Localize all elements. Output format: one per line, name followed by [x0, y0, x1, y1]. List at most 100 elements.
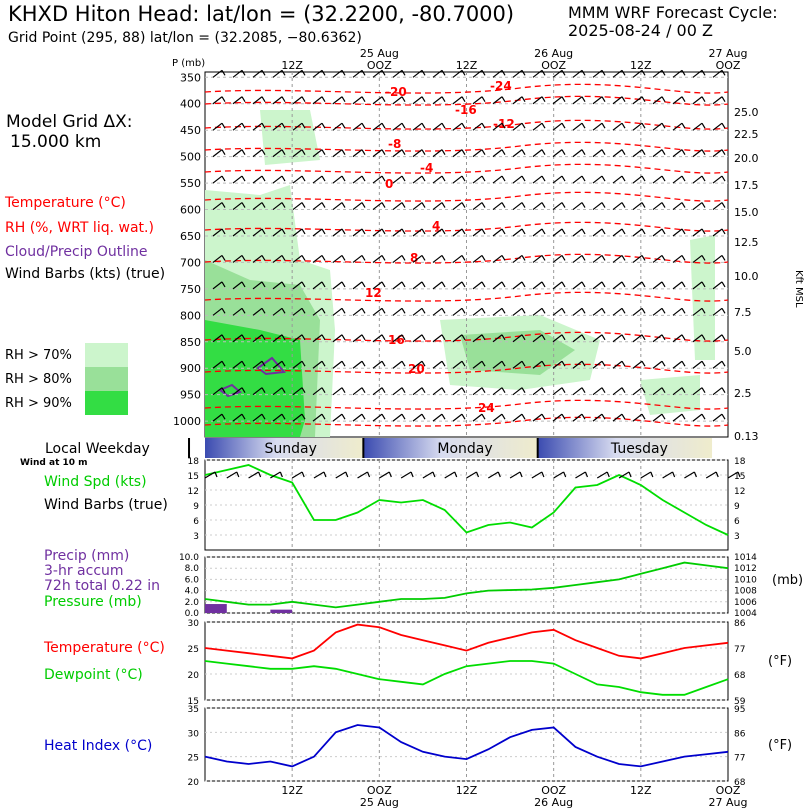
wind-barb: [532, 122, 546, 131]
precip-ytick-left: 4.0: [185, 587, 200, 597]
surface-wind-barb: [400, 471, 414, 479]
wind-barb: [592, 413, 606, 422]
wind-barb: [512, 334, 526, 343]
wind-barb: [252, 149, 266, 158]
heat-index-line: [204, 724, 729, 768]
wind-barb: [252, 69, 266, 78]
wind-barb: [532, 228, 546, 237]
wind-barb: [612, 149, 626, 158]
temp-ytick-right: 77: [734, 645, 745, 655]
wind-barb: [652, 387, 666, 396]
wind-barb: [692, 254, 706, 263]
wind-barb: [392, 334, 406, 343]
pressure-tick-label: 500: [180, 151, 201, 164]
wind-barb: [412, 307, 426, 316]
wind-barb: [312, 175, 326, 184]
surface-wind-barb: [596, 471, 610, 479]
cloud-outline-0: [256, 356, 286, 376]
weekday-title: Local Weekday: [45, 441, 150, 457]
wind-barb: [552, 202, 566, 211]
wind-barb: [352, 149, 366, 158]
wind-barb: [672, 228, 686, 237]
wind-barb: [532, 202, 546, 211]
wind-barb: [552, 69, 566, 78]
wind-barb: [352, 281, 366, 290]
weekday-label: Sunday: [265, 441, 317, 457]
height-tick-label: 7.5: [734, 306, 752, 319]
grid-point-label: Grid Point (295, 88) lat/lon = (32.2085,…: [8, 30, 362, 46]
precip-bar: [205, 604, 227, 613]
wind-barb: [412, 96, 426, 105]
wind-barb: [612, 334, 626, 343]
wind-barb: [672, 334, 686, 343]
surface-wind-barb: [487, 471, 501, 479]
surface-wind-barb: [335, 471, 349, 479]
pressure-line: [204, 561, 729, 609]
wind-barb: [372, 334, 386, 343]
precip-ytick-left: 0.0: [185, 609, 200, 619]
wind-barb: [552, 149, 566, 158]
wind-barb: [492, 175, 506, 184]
wind-barb: [332, 334, 346, 343]
wind-barb: [592, 307, 606, 316]
dewpoint-line: [204, 660, 729, 696]
wind-barb: [372, 413, 386, 422]
wind-barb: [652, 413, 666, 422]
heat-index-ytick-right: 68: [734, 778, 746, 788]
wind-barb: [712, 281, 726, 290]
cloud-outline-1: [218, 383, 242, 398]
wind-barb: [472, 69, 486, 78]
height-tick-label: 0.13: [734, 430, 759, 443]
wind-barb: [212, 254, 226, 263]
wind-barb: [672, 254, 686, 263]
wind-barb: [272, 413, 286, 422]
wind-ytick-left: 3: [193, 532, 199, 542]
wind-barb: [532, 334, 546, 343]
wind-barb: [372, 175, 386, 184]
wind-barb: [692, 122, 706, 131]
pressure-tick-label: 950: [180, 389, 201, 402]
top-time-tick: OOZ: [541, 59, 566, 72]
wind-barb: [432, 387, 446, 396]
pressure-tick-label: 350: [180, 71, 201, 84]
wind-barb: [352, 413, 366, 422]
wind-barb: [272, 360, 286, 369]
wind-barb: [352, 122, 366, 131]
height-tick-label: 2.5: [734, 387, 752, 400]
wind-barb: [492, 202, 506, 211]
rh-area-7: [690, 235, 715, 360]
heat-index-ytick-left: 30: [188, 729, 200, 739]
bottom-date-label: 25 Aug: [360, 796, 399, 809]
wind-barb: [692, 228, 706, 237]
weekday-label: Tuesday: [610, 441, 668, 457]
top-time-tick: 12Z: [456, 59, 478, 72]
rh-legend-90-label: RH > 90%: [5, 396, 72, 411]
wind-barb: [552, 281, 566, 290]
temperature-label: Temperature (°C): [44, 640, 165, 656]
wind-barb: [652, 334, 666, 343]
wind-barb: [472, 281, 486, 290]
wind-barb: [272, 202, 286, 211]
isotherm-label: 20: [408, 362, 425, 376]
precip-pressure-panel: 0.0 1004 2.0 1006 4.0 1008 6.0 1010 8.0 1012 10.0 1…: [179, 553, 757, 619]
wind-barb: [692, 360, 706, 369]
wind-barb: [712, 254, 726, 263]
wind-ytick-right: 6: [734, 517, 740, 527]
wind-ytick-left: 6: [193, 517, 199, 527]
bottom-time-tick: 12Z: [630, 784, 652, 797]
wind-speed-label: Wind Spd (kts): [44, 474, 147, 490]
wind-barb: [272, 96, 286, 105]
heat-index-ytick-right: 86: [734, 729, 746, 739]
surface-wind-barb: [379, 471, 392, 479]
wind-barb: [412, 387, 426, 396]
wind-barb: [252, 175, 266, 184]
wind-barb: [472, 360, 486, 369]
bottom-time-tick: OOZ: [541, 784, 566, 797]
wind-barb: [232, 228, 246, 237]
wind-barb: [392, 387, 406, 396]
wind-barb: [232, 360, 246, 369]
wind-barb: [652, 202, 666, 211]
wind-barb: [232, 387, 246, 396]
wind-barb: [472, 254, 486, 263]
